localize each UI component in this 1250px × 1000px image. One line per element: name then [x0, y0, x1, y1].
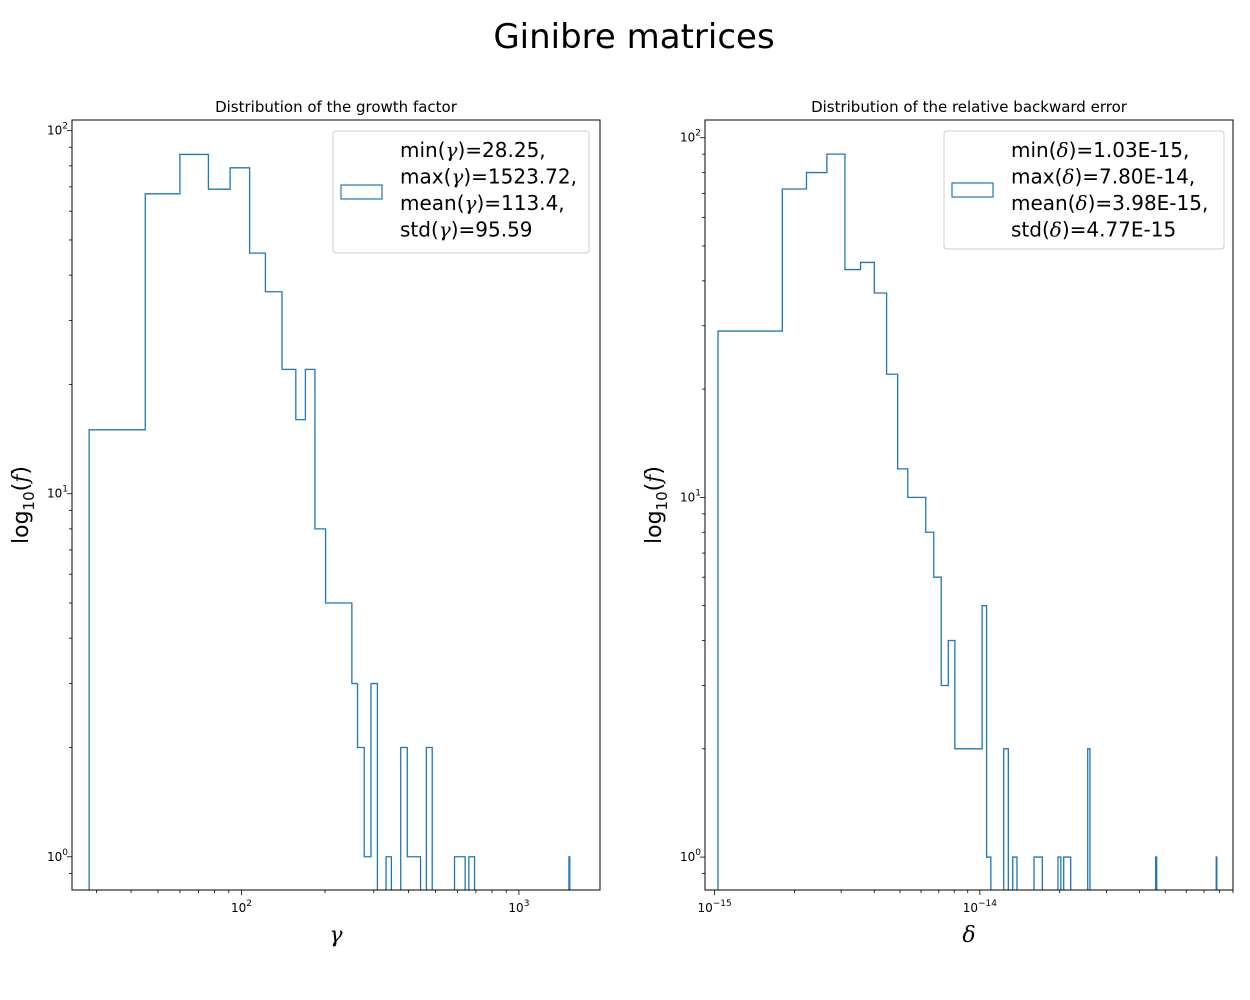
legend: min(δ)=1.03E-15, max(δ)=7.80E-14,mean(δ)=… [943, 130, 1225, 250]
y-tick-label: 100 [47, 848, 68, 864]
subplot-title: Distribution of the relative backward er… [811, 98, 1128, 116]
y-axis-label: log10(f) [9, 466, 38, 544]
y-tick-label: 101 [47, 485, 68, 501]
legend-swatch [340, 184, 383, 200]
figure-suptitle: Ginibre matrices [493, 17, 774, 57]
legend-line: std(γ)=95.59 [400, 218, 533, 242]
legend: min(γ)=28.25, max(γ)=1523.72,mean(γ)=113.… [332, 130, 590, 254]
legend-line: max(δ)=7.80E-14, [1011, 165, 1195, 189]
histogram-step [88, 153, 571, 890]
subplot-title: Distribution of the growth factor [215, 98, 458, 116]
y-tick-label: 100 [680, 848, 701, 864]
y-axis-label: log10(f) [642, 466, 671, 544]
legend-line: min(γ)=28.25, [400, 138, 546, 162]
axes-frame [704, 119, 1234, 891]
x-tick-label: 103 [508, 899, 529, 915]
legend-box [943, 130, 1225, 250]
legend-line: max(γ)=1523.72, [400, 165, 577, 189]
x-tick-label: 10−14 [963, 899, 998, 915]
legend-box [332, 130, 590, 254]
left-subplot: Distribution of the growth factor 102 103 1… [9, 98, 601, 948]
legend-line: mean(δ)=3.98E-15, [1011, 191, 1208, 215]
legend-line: mean(γ)=113.4, [400, 191, 565, 215]
legend-line: std(δ)=4.77E-15 [1011, 218, 1176, 242]
legend-line: min(δ)=1.03E-15, [1011, 138, 1189, 162]
axes-frame [71, 119, 601, 891]
y-tick-label: 102 [680, 129, 701, 145]
y-tick-label: 101 [680, 488, 701, 504]
x-tick-label: 102 [231, 899, 252, 915]
x-tick-label: 10−15 [697, 899, 731, 915]
y-tick-label: 102 [47, 122, 68, 138]
right-subplot: Distribution of the relative backward er… [642, 98, 1234, 948]
x-axis-label: γ [329, 923, 343, 948]
legend-swatch [951, 182, 994, 198]
x-axis-label: δ [962, 923, 975, 948]
histogram-step [717, 153, 1218, 890]
